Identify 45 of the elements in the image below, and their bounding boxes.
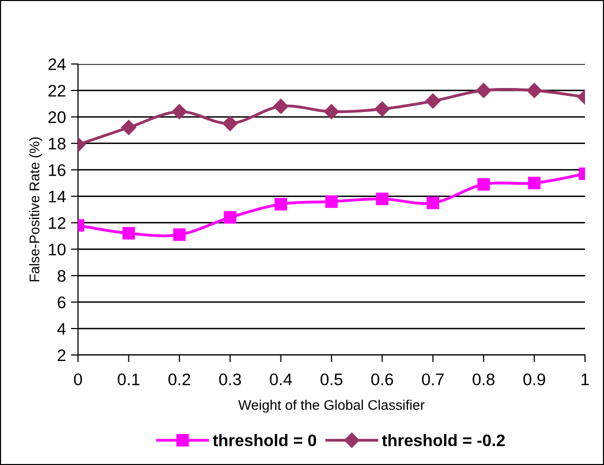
y-tick-label: 2 [58,349,66,362]
point [426,196,440,210]
point [324,104,340,120]
y-tick-label: 8 [58,270,66,282]
x-axis-title: Weight of the Global Classifier [238,400,425,413]
y-tick-label: 16 [48,164,66,176]
y-tick-label: 14 [48,190,66,202]
point [274,198,288,210]
point [224,211,236,224]
x-tick-label: 0.8 [472,373,494,386]
point [222,116,238,132]
y-tick-label: 12 [48,217,66,229]
point [173,228,186,241]
x-tick-label: 0.4 [270,373,292,386]
point [476,82,492,98]
y-tick-label: 6 [58,296,66,308]
x-tick-label: 0.7 [422,373,444,386]
x-tick-label: 1 [582,374,589,386]
point [376,192,388,206]
y-tick-label: 10 [48,244,66,256]
legend-label: threshold = -0.2 [382,434,505,446]
point [273,98,288,114]
x-tick-label: 0.6 [371,373,394,386]
x-tick-label: 0.5 [320,373,342,386]
x-tick-label: 0.1 [118,373,140,386]
point [374,101,390,117]
point [122,227,135,240]
x-tick-label: 0 [74,373,82,386]
point [172,104,187,120]
x-tick-label: 0.2 [168,373,190,386]
point [325,195,338,208]
legend-label: threshold = 0 [212,434,316,446]
x-tick-label: 0.9 [523,373,546,386]
y-tick-label: 20 [48,111,66,124]
y-axis-title: False-Positive Rate (%) [29,137,42,282]
point [477,178,490,191]
y-tick-label: 22 [48,84,66,96]
point [121,120,136,136]
point [425,93,440,109]
y-tick-label: 4 [57,323,66,335]
y-tick-label: 24 [48,58,66,70]
point [528,176,541,190]
x-tick-label: 0.3 [219,373,241,386]
y-tick-label: 18 [48,138,66,150]
point [526,82,542,98]
